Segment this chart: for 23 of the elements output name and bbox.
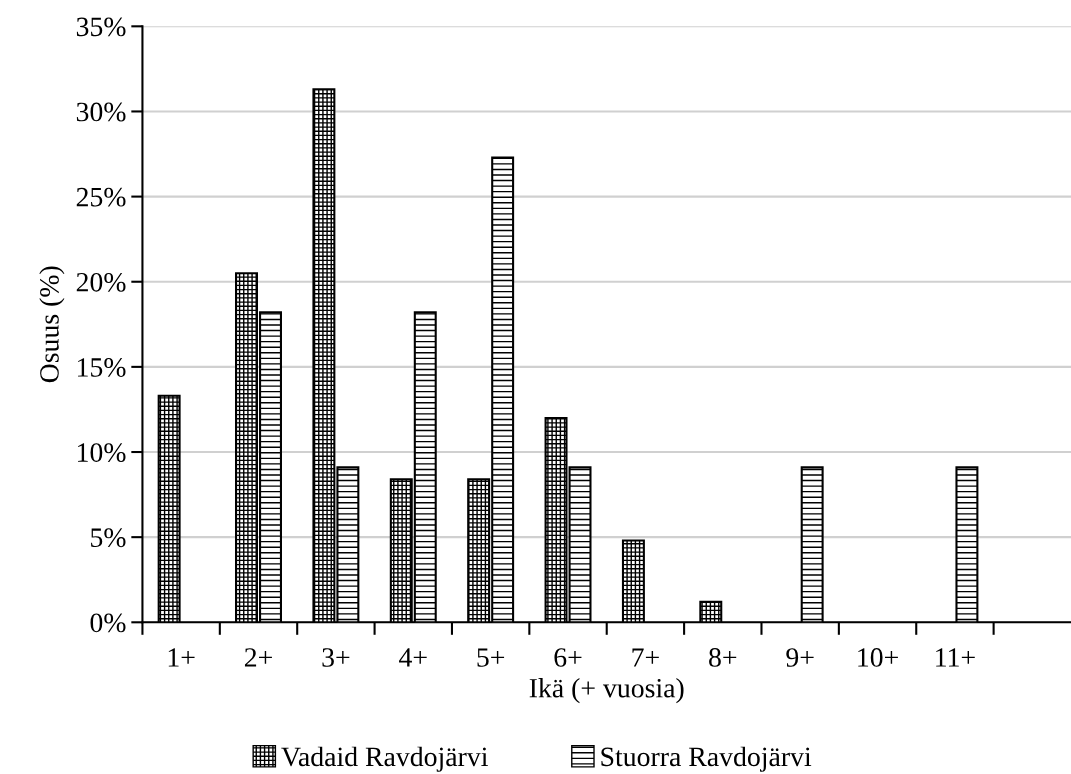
x-tick-label: 1+ (168, 648, 195, 667)
y-axis-title: Osuus (%) (39, 266, 65, 383)
legend-label: Stuorra Ravdojärvi (601, 746, 812, 772)
y-tick-label: 10% (78, 443, 126, 463)
y-tick-label: 5% (91, 528, 126, 548)
x-axis-title: Ikä (+ vuosia) (529, 678, 684, 704)
x-tick-label: 9+ (786, 648, 814, 667)
x-tick-label: 2+ (244, 648, 272, 667)
legend-label: Vadaid Ravdojärvi (281, 746, 488, 772)
x-tick-label: 10+ (858, 648, 898, 667)
x-tick-label: 11+ (936, 648, 975, 667)
y-tick-label: 0% (90, 613, 126, 633)
y-tick-label: 20% (76, 272, 126, 292)
x-tick-label: 3+ (322, 648, 350, 667)
y-tick-label: 35% (76, 17, 126, 37)
y-tick-label: 25% (76, 187, 126, 207)
y-tick-label: 15% (78, 358, 126, 377)
x-tick-label: 7+ (632, 648, 659, 667)
x-tick-label: 5+ (477, 648, 505, 667)
x-tick-label: 6+ (554, 648, 582, 667)
x-tick-label: 4+ (399, 648, 427, 667)
y-tick-label: 30% (76, 102, 126, 122)
x-tick-label: 8+ (709, 648, 737, 667)
